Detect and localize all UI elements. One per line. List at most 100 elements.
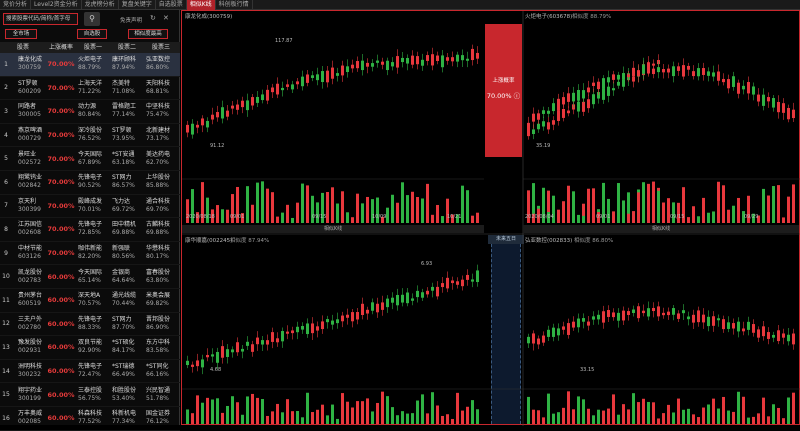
row-similar1[interactable]: 先锋电子 72.47%	[76, 363, 110, 379]
close-icon[interactable]: ✕	[163, 14, 169, 22]
candle-body	[572, 321, 575, 328]
tab-1[interactable]: Level2资金分析	[31, 0, 82, 10]
volume-bar	[687, 217, 690, 223]
refresh-icon[interactable]: ↻	[150, 14, 156, 22]
row-similar1[interactable]: 先锋电子 88.33%	[76, 316, 110, 332]
row-similar2[interactable]: ST网力 87.70%	[110, 316, 144, 332]
candle-body	[186, 360, 189, 366]
row-similar1[interactable]: 殿峰成发 70.01%	[76, 198, 110, 214]
header-stock[interactable]: 股票	[16, 44, 29, 51]
row-similar1[interactable]: 深冷股份 76.52%	[76, 127, 110, 143]
row-similar3[interactable]: 通合科技 69.70%	[144, 198, 178, 214]
tab-5[interactable]: 相似K线	[186, 0, 216, 10]
volume-bar	[251, 204, 254, 223]
row-similar1[interactable]: 火炬电子 88.79%	[76, 56, 110, 72]
table-row[interactable]: 2 ST罗顿 600209 70.00% 上海天洋 71.22% 杰美特 71.08%…	[0, 77, 180, 101]
table-row[interactable]: 5 景旺业 002572 70.00% 今天国际 67.89% *ST安通 63.18…	[0, 147, 180, 171]
candle-body	[366, 309, 369, 314]
row-similar2[interactable]: 金银商 64.64%	[110, 269, 144, 285]
table-row[interactable]: 10 凯龙股份 002783 60.00% 今天国际 65.14% 金银商 64.64…	[0, 265, 180, 289]
row-similar3[interactable]: 兴民智通 51.78%	[144, 387, 178, 403]
row-similar3[interactable]: 北新建材 73.17%	[144, 127, 178, 143]
row-similar2[interactable]: 科新机电 77.34%	[110, 410, 144, 426]
row-similar1[interactable]: 双良节能 92.90%	[76, 339, 110, 355]
row-index: 7	[4, 202, 8, 210]
tab-4[interactable]: 自选股票	[156, 0, 187, 10]
table-row[interactable]: 3 同路者 300005 70.00% 动力源 80.84% 雷格题工 77.14% …	[0, 100, 180, 124]
row-similar1[interactable]: 咖伟新能 82.20%	[76, 245, 110, 261]
row-similar2[interactable]: *ST硕化 84.17%	[110, 339, 144, 355]
table-row[interactable]: 15 翔宇药业 300199 60.00% 三泰控股 56.75% 和胜股份 53.4…	[0, 383, 180, 407]
row-similar3[interactable]: 晋邦股份 86.90%	[144, 316, 178, 332]
row-similar2[interactable]: 杰美特 71.08%	[110, 80, 144, 96]
row-similar3[interactable]: *ST同化 66.16%	[144, 363, 178, 379]
row-similar2[interactable]: 通光线缆 70.44%	[110, 292, 144, 308]
header-stock3[interactable]: 股票三	[151, 44, 170, 51]
row-similar2[interactable]: ST罗顿 73.95%	[110, 127, 144, 143]
header-stock2[interactable]: 股票二	[117, 44, 136, 51]
row-similar1[interactable]: 今天国际 67.89%	[76, 151, 110, 167]
table-row[interactable]: 13 豫发股份 002931 60.00% 双良节能 92.90% *ST硕化 84.…	[0, 336, 180, 360]
filter-all-button[interactable]: 全市场	[5, 29, 37, 39]
row-similar2[interactable]: 雷格题工 77.14%	[110, 103, 144, 119]
main-chart-title: 康龙化成(300759)	[185, 14, 233, 20]
tab-3[interactable]: 复盘关键字	[119, 0, 156, 10]
row-similar3[interactable]: 中坚科技 75.47%	[144, 103, 178, 119]
row-similar2[interactable]: 和胜股份 53.40%	[110, 387, 144, 403]
row-similar3[interactable]: 东方中科 83.58%	[144, 339, 178, 355]
tab-2[interactable]: 龙虎榜分析	[82, 0, 119, 10]
table-row[interactable]: 4 燕京啤酒 000729 70.00% 深冷股份 76.52% ST罗顿 73.95…	[0, 124, 180, 148]
candle-body	[532, 333, 535, 344]
row-similar1[interactable]: 科森科技 77.52%	[76, 410, 110, 426]
row-similar3[interactable]: 弘亚数控 86.80%	[144, 56, 178, 72]
tab-6[interactable]: 科创板行情	[216, 0, 253, 10]
row-similar3[interactable]: 上华股份 85.88%	[144, 174, 178, 190]
row-similar2[interactable]: 飞力达 69.72%	[110, 198, 144, 214]
row-similar1[interactable]: 今天国际 65.14%	[76, 269, 110, 285]
search-input[interactable]: 搜索股票代码/简称/首字母	[3, 13, 78, 25]
volume-bar	[311, 412, 314, 424]
row-similar1[interactable]: 先锋电子 90.52%	[76, 174, 110, 190]
filter-self-button[interactable]: 自选股	[77, 29, 107, 39]
row-similar3[interactable]: 天阳科技 68.81%	[144, 80, 178, 96]
row-similar2[interactable]: 田中精机 69.88%	[110, 221, 144, 237]
header-stock1[interactable]: 股票一	[83, 44, 102, 51]
volume-bar	[747, 195, 750, 223]
table-row[interactable]: 6 翔鹭钨业 002842 70.00% 先锋电子 90.52% ST网力 86.57…	[0, 171, 180, 195]
table-row[interactable]: 9 中材节能 603126 70.00% 咖伟新能 82.20% 新强联 80.56%…	[0, 242, 180, 266]
row-similar3[interactable]: 国金证券 76.12%	[144, 410, 178, 426]
row-similar3[interactable]: 米奥会展 69.82%	[144, 292, 178, 308]
candle-body	[431, 54, 434, 66]
table-row[interactable]: 1 康龙化成 300759 70.00% 火炬电子 88.79% 康环顾科 87.94…	[0, 53, 180, 77]
table-row[interactable]: 11 贵州茅台 600519 60.00% 深天地A 70.57% 通光线缆 70.4…	[0, 289, 180, 313]
table-row[interactable]: 16 万丰奥威 002085 60.00% 科森科技 77.52% 科新机电 77.3…	[0, 407, 180, 431]
row-similar3[interactable]: 古麟科技 69.88%	[144, 221, 178, 237]
row-similar3[interactable]: 富春股份 63.80%	[144, 269, 178, 285]
row-similar2[interactable]: ST网力 86.57%	[110, 174, 144, 190]
volume-bar	[662, 413, 665, 424]
tab-0[interactable]: 竞价分析	[0, 0, 32, 10]
row-similar1[interactable]: 三泰控股 56.75%	[76, 387, 110, 403]
row-similar1-name: 火炬电子	[78, 56, 103, 64]
candle-body	[341, 315, 344, 322]
row-similar1[interactable]: 先锋电子 72.85%	[76, 221, 110, 237]
row-similar2[interactable]: *ST瑞德 66.49%	[110, 363, 144, 379]
row-similar2[interactable]: *ST安通 63.18%	[110, 151, 144, 167]
volume-bar	[336, 203, 339, 223]
row-similar1[interactable]: 动力源 80.84%	[76, 103, 110, 119]
row-similar3[interactable]: 华懋科技 80.17%	[144, 245, 178, 261]
row-similar2[interactable]: 新强联 80.56%	[110, 245, 144, 261]
filter-top-similarity-button[interactable]: 相似度最高	[128, 29, 168, 39]
row-similar2[interactable]: 康环顾科 87.94%	[110, 56, 144, 72]
table-row[interactable]: 7 京天利 300399 70.00% 殿峰成发 70.01% 飞力达 69.72% …	[0, 195, 180, 219]
table-row[interactable]: 12 三夫户外 002780 60.00% 先锋电子 88.33% ST网力 87.7…	[0, 313, 180, 337]
table-row[interactable]: 14 洲明科技 300232 60.00% 先锋电子 72.47% *ST瑞德 66.…	[0, 360, 180, 384]
search-button[interactable]: ⚲	[84, 12, 100, 26]
row-similar3[interactable]: 美达药电 62.70%	[144, 151, 178, 167]
disclaimer-link[interactable]: 免责声明	[120, 18, 143, 24]
header-prob[interactable]: 上涨概率	[48, 44, 73, 51]
candle-body	[241, 348, 244, 352]
row-similar1[interactable]: 上海天洋 71.22%	[76, 80, 110, 96]
table-row[interactable]: 8 江苏国信 002608 70.00% 先锋电子 72.85% 田中精机 69.88…	[0, 218, 180, 242]
row-similar1[interactable]: 深天地A 70.57%	[76, 292, 110, 308]
